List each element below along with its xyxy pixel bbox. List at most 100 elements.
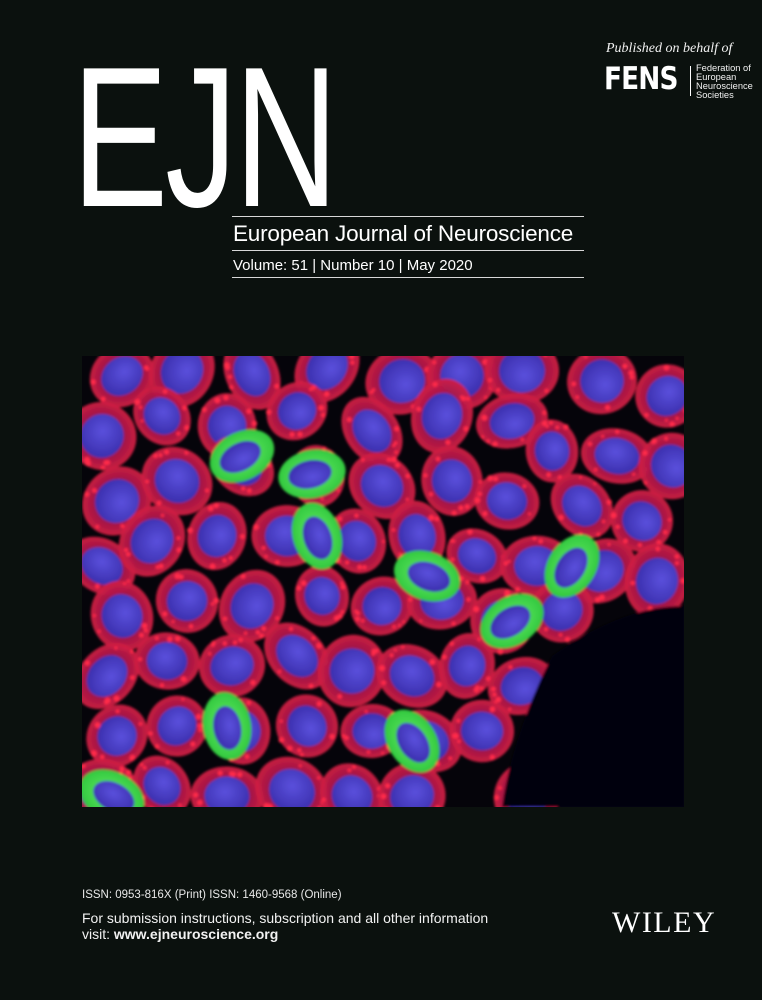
cell-granule xyxy=(558,633,563,637)
cell-granule xyxy=(275,616,280,621)
cell xyxy=(218,569,286,643)
cell-granule xyxy=(223,395,229,401)
cell xyxy=(341,396,403,466)
cell-granule xyxy=(195,713,202,720)
cell-granule xyxy=(103,699,109,705)
cell-granule xyxy=(629,374,635,380)
cell-granule xyxy=(423,473,428,478)
cell-granule xyxy=(394,462,400,468)
cell-granule xyxy=(548,420,554,426)
cell-granule xyxy=(599,594,605,601)
cell-granule xyxy=(429,659,436,666)
cell-granule xyxy=(623,538,628,544)
cell-granule xyxy=(347,768,352,773)
cell-granule xyxy=(508,665,513,670)
cell-granule xyxy=(145,479,150,484)
cell-granule xyxy=(558,514,564,521)
cell-granule xyxy=(154,744,160,750)
cell-granule xyxy=(322,446,327,451)
cell-granule xyxy=(336,488,341,493)
cell xyxy=(474,472,540,530)
cell xyxy=(264,622,330,690)
cell-granule xyxy=(493,476,499,482)
cell xyxy=(317,634,387,708)
cell-nucleus xyxy=(101,594,143,638)
cell-granule xyxy=(308,683,314,689)
cell-granule xyxy=(277,669,282,674)
cell-granule xyxy=(489,754,495,760)
cell-granule xyxy=(100,396,106,402)
issue-info: Volume: 51 | Number 10 | May 2020 xyxy=(233,257,473,274)
journal-url-link[interactable]: www.ejneuroscience.org xyxy=(113,926,279,942)
cell-granule xyxy=(538,538,544,544)
cell xyxy=(580,428,654,484)
cell-granule xyxy=(298,764,302,768)
gfp-nucleus xyxy=(93,780,135,807)
cell-granule xyxy=(674,561,679,566)
cell xyxy=(155,569,220,633)
cell-granule xyxy=(458,576,464,582)
cell-nucleus xyxy=(460,711,504,751)
journal-title: European Journal of Neuroscience xyxy=(233,221,574,246)
cell xyxy=(327,508,387,574)
cell-granule xyxy=(489,706,496,713)
cell-granule xyxy=(643,481,648,485)
cell-granule xyxy=(492,692,497,697)
cell-granule xyxy=(274,560,280,565)
gfp-cell xyxy=(291,502,343,570)
cell-granule xyxy=(178,574,184,580)
cell-granule xyxy=(323,391,330,397)
cell-nucleus xyxy=(277,392,317,430)
cell-nucleus xyxy=(457,538,497,574)
cell-nucleus xyxy=(304,577,340,615)
cell-nucleus xyxy=(646,375,684,417)
gfp-nucleus xyxy=(490,605,531,639)
cell-granule xyxy=(197,723,203,729)
gfp-nucleus xyxy=(302,516,333,560)
cell-granule xyxy=(663,364,670,371)
cell xyxy=(411,378,473,454)
cell-granule xyxy=(541,420,548,427)
cell-granule xyxy=(316,776,321,780)
cell-granule xyxy=(251,420,258,427)
cell xyxy=(525,419,579,483)
cell-granule xyxy=(156,500,162,506)
fens-name-line-3: Neuroscience xyxy=(696,81,753,91)
cell-nucleus xyxy=(276,634,318,678)
cell xyxy=(82,536,136,596)
cell-granule xyxy=(354,609,359,614)
cell-granule xyxy=(381,751,385,755)
cell-granule xyxy=(225,365,231,371)
cell-granule xyxy=(337,516,343,522)
cell-granule xyxy=(391,456,398,463)
cell-granule xyxy=(114,646,118,650)
cell-granule xyxy=(208,652,212,656)
cell-granule xyxy=(318,404,325,411)
cell-granule xyxy=(622,363,628,369)
cell-granule xyxy=(675,416,679,421)
cell-granule xyxy=(545,424,549,428)
cell-granule xyxy=(493,794,500,801)
cell-granule xyxy=(265,409,272,415)
cell-granule xyxy=(460,396,466,401)
cell-granule xyxy=(555,425,560,430)
cell-granule xyxy=(178,803,182,807)
cell-granule xyxy=(82,763,86,769)
cell-nucleus xyxy=(389,655,435,697)
cell xyxy=(187,502,247,570)
cell-granule xyxy=(160,513,165,518)
cell-granule xyxy=(340,581,344,586)
cell-granule xyxy=(126,551,131,557)
cell-granule xyxy=(419,619,423,623)
cell-granule xyxy=(210,642,215,647)
cell-granule xyxy=(182,405,187,411)
cell-granule xyxy=(105,460,111,465)
cell-granule xyxy=(386,457,391,462)
cell-granule xyxy=(450,557,455,562)
cell-granule xyxy=(477,491,483,497)
cell-granule xyxy=(217,770,223,776)
cell-granule xyxy=(593,482,597,486)
cell-granule xyxy=(299,752,304,757)
cell-granule xyxy=(300,580,307,587)
cell-granule xyxy=(337,694,343,699)
